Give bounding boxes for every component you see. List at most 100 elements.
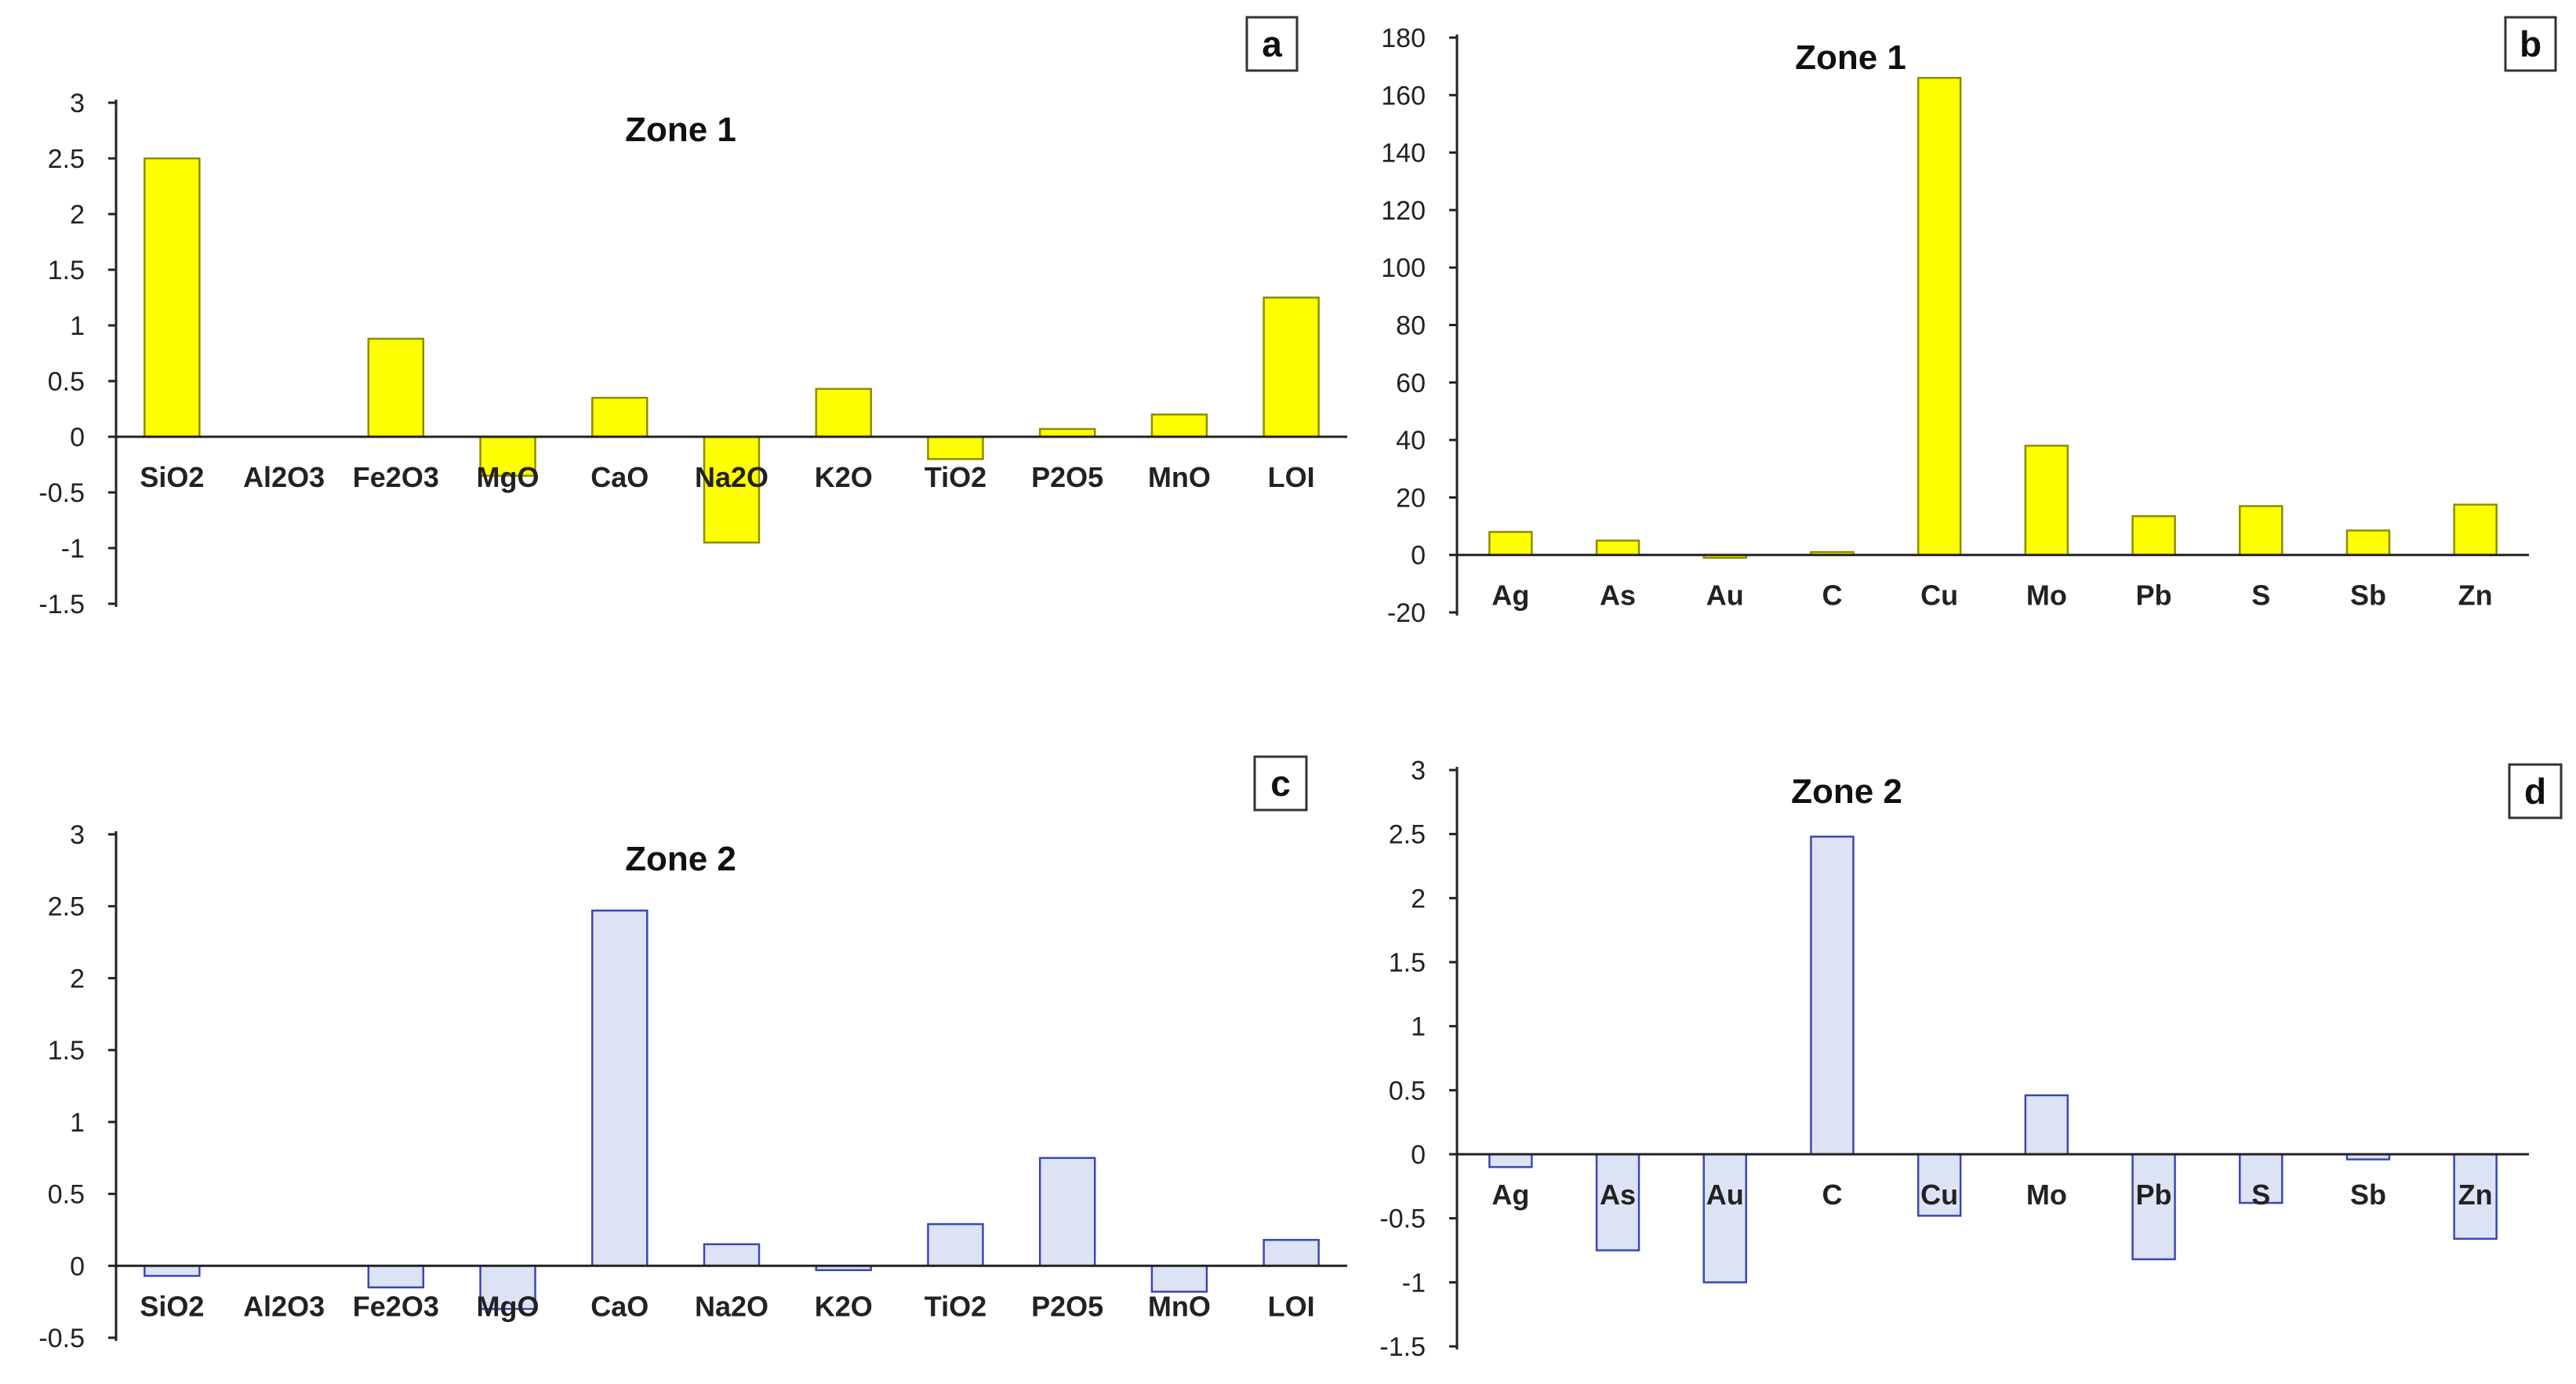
panel-d-y-tick-label: 0.5 bbox=[1389, 1076, 1426, 1106]
panel-a-bar-fe2o3 bbox=[367, 337, 425, 438]
panel-a-y-tick-label: 1.5 bbox=[48, 256, 85, 285]
panel-d-y-tick-label: 1.5 bbox=[1389, 948, 1426, 978]
panel-c-category-label: Na2O bbox=[695, 1290, 768, 1322]
panel-a-y-tick-label: 2.5 bbox=[48, 144, 85, 174]
panel-d-bar-cu bbox=[1917, 1153, 1962, 1217]
panel-a-category-label: LOI bbox=[1268, 461, 1315, 493]
panel-c-category-label: P2O5 bbox=[1031, 1290, 1103, 1322]
panel-d-title: Zone 2 bbox=[1791, 772, 1902, 811]
panel-d-y-tick-label: 3 bbox=[1411, 756, 1426, 786]
panel-b-y-tick-label: 0 bbox=[1411, 541, 1426, 571]
panel-d: Zone 2 d 3 2.5 2 1.5 1 0.5 0 -0.5 -1 -1.5 Ag As Au C C… bbox=[1379, 756, 2563, 1362]
panel-a-bar-loi bbox=[1263, 296, 1320, 438]
panel-d-y-tick-label: 1 bbox=[1411, 1012, 1426, 1042]
panel-b-bar-s bbox=[2239, 505, 2284, 556]
panel-b-category-label: As bbox=[1600, 579, 1636, 612]
panel-b-category-label: Pb bbox=[2136, 579, 2172, 612]
panel-b-category-label: Au bbox=[1706, 579, 1744, 612]
panel-d-bar-s bbox=[2239, 1153, 2284, 1204]
panel-d-category-label: Ag bbox=[1491, 1179, 1529, 1211]
panel-a-y-tick-label: 0 bbox=[70, 423, 85, 452]
panel-c-bar-loi bbox=[1263, 1239, 1320, 1267]
panel-d-bar-au bbox=[1702, 1153, 1747, 1284]
panel-b-y-tick-label: 100 bbox=[1381, 253, 1426, 283]
panel-b-bar-as bbox=[1595, 539, 1640, 556]
panel-a-y-tick-label: 0.5 bbox=[48, 367, 85, 397]
panel-a-y-tick-label: 2 bbox=[70, 200, 85, 230]
panel-d-category-label: As bbox=[1600, 1179, 1636, 1211]
panel-c-y-tick-label: 0.5 bbox=[48, 1180, 85, 1210]
panel-c-y-tick-label: 1.5 bbox=[48, 1036, 85, 1066]
panel-c-y-tick-label: 1 bbox=[70, 1108, 85, 1138]
panel-a-title: Zone 1 bbox=[625, 111, 736, 149]
panel-a-bar-mno bbox=[1150, 413, 1208, 438]
panel-d-category-label: Sb bbox=[2350, 1179, 2386, 1211]
panel-b-letter: b bbox=[2520, 24, 2541, 64]
panel-a-category-label: Na2O bbox=[695, 461, 768, 493]
panel-a-category-label: MnO bbox=[1148, 461, 1211, 493]
panel-b-y-tick-label: 60 bbox=[1396, 369, 1426, 398]
panel-d-letter: d bbox=[2524, 771, 2546, 812]
panel-a: Zone 1 a 3 2.5 2 1.5 1 0.5 0 -0.5 -1 -1.5 SiO2 Al2O… bbox=[38, 16, 1347, 619]
panel-d-bar-zn bbox=[2453, 1153, 2498, 1241]
panel-b-category-label: Mo bbox=[2026, 579, 2067, 612]
panel-c-bar-sio2 bbox=[144, 1265, 201, 1277]
panel-b-category-label: Cu bbox=[1920, 579, 1958, 612]
panel-d-category-label: Zn bbox=[2458, 1179, 2493, 1211]
panel-b-category-label: Zn bbox=[2458, 579, 2493, 612]
panel-d-category-label: Au bbox=[1706, 1179, 1744, 1211]
panel-a-category-label: K2O bbox=[815, 461, 873, 493]
panel-d-plot: 3 2.5 2 1.5 1 0.5 0 -0.5 -1 -1.5 Ag As Au C Cu Mo Pb S Sb Z… bbox=[1379, 756, 2529, 1362]
panel-a-y-tick-label: -1 bbox=[61, 534, 85, 564]
panel-a-bar-k2o bbox=[815, 387, 872, 438]
panel-c-bar-mno bbox=[1150, 1265, 1208, 1293]
panel-b-y-tick-label: 40 bbox=[1396, 426, 1426, 456]
panel-c-category-label: MgO bbox=[477, 1290, 540, 1322]
panel-a-category-label: SiO2 bbox=[140, 461, 204, 493]
panel-b-bar-zn bbox=[2453, 503, 2498, 556]
panel-c-y-tick-label: 2.5 bbox=[48, 892, 85, 922]
panel-d-y-tick-label: 0 bbox=[1411, 1140, 1426, 1170]
panel-c-category-label: Fe2O3 bbox=[353, 1290, 439, 1322]
panel-b-y-tick-label: 20 bbox=[1396, 483, 1426, 513]
panel-a-letter: a bbox=[1262, 24, 1282, 64]
panel-c-category-label: LOI bbox=[1268, 1290, 1315, 1322]
panel-a-bar-cao bbox=[591, 397, 649, 438]
panel-a-y-tick-label: -0.5 bbox=[38, 478, 85, 508]
panel-a-y-tick-label: 1 bbox=[70, 311, 85, 341]
panel-c-category-label: Al2O3 bbox=[243, 1290, 325, 1322]
panel-c-bar-mgo bbox=[479, 1265, 536, 1310]
panel-b-bar-sb bbox=[2345, 529, 2391, 556]
panel-b-category-label: Sb bbox=[2350, 579, 2386, 612]
panel-d-category-label: Mo bbox=[2026, 1179, 2067, 1211]
panel-c-bar-p2o5 bbox=[1038, 1157, 1096, 1267]
panel-b-category-label: S bbox=[2251, 579, 2270, 612]
panel-c-title: Zone 2 bbox=[625, 840, 736, 878]
panel-c-letter: c bbox=[1270, 763, 1291, 804]
panel-d-y-tick-label: -0.5 bbox=[1379, 1204, 1426, 1234]
panel-d-y-tick-label: 2 bbox=[1411, 884, 1426, 914]
panel-b-y-tick-label: 80 bbox=[1396, 311, 1426, 341]
panel-c-plot: 3 2.5 2 1.5 1 0.5 0 -0.5 SiO2 Al2O3 Fe2O3 MgO CaO Na2… bbox=[38, 820, 1347, 1353]
panel-b-y-tick-label: 140 bbox=[1381, 139, 1426, 169]
panel-c-y-tick-label: -0.5 bbox=[38, 1324, 85, 1353]
panel-c-category-label: CaO bbox=[590, 1290, 649, 1322]
panel-d-category-label: S bbox=[2251, 1179, 2270, 1211]
panel-c-bar-cao bbox=[591, 909, 649, 1267]
panel-b-title: Zone 1 bbox=[1795, 38, 1906, 77]
panel-a-bar-mgo bbox=[479, 435, 536, 477]
panel-a-category-label: CaO bbox=[590, 461, 649, 493]
panel-d-category-label: Cu bbox=[1920, 1179, 1958, 1211]
panel-d-bar-mo bbox=[2024, 1094, 2069, 1156]
panel-c-y-tick-label: 2 bbox=[70, 964, 85, 994]
panel-d-category-label: C bbox=[1822, 1179, 1842, 1211]
panel-b-y-tick-label: 120 bbox=[1381, 196, 1426, 226]
panel-a-bar-na2o bbox=[703, 435, 761, 544]
panel-a-category-label: Fe2O3 bbox=[353, 461, 439, 493]
panel-b-y-tick-label: 160 bbox=[1381, 81, 1426, 111]
panel-c-y-tick-label: 3 bbox=[70, 820, 85, 850]
panel-c-bar-tio2 bbox=[927, 1222, 984, 1267]
panel-a-category-label: TiO2 bbox=[925, 461, 986, 493]
panel-c-category-label: MnO bbox=[1148, 1290, 1211, 1322]
